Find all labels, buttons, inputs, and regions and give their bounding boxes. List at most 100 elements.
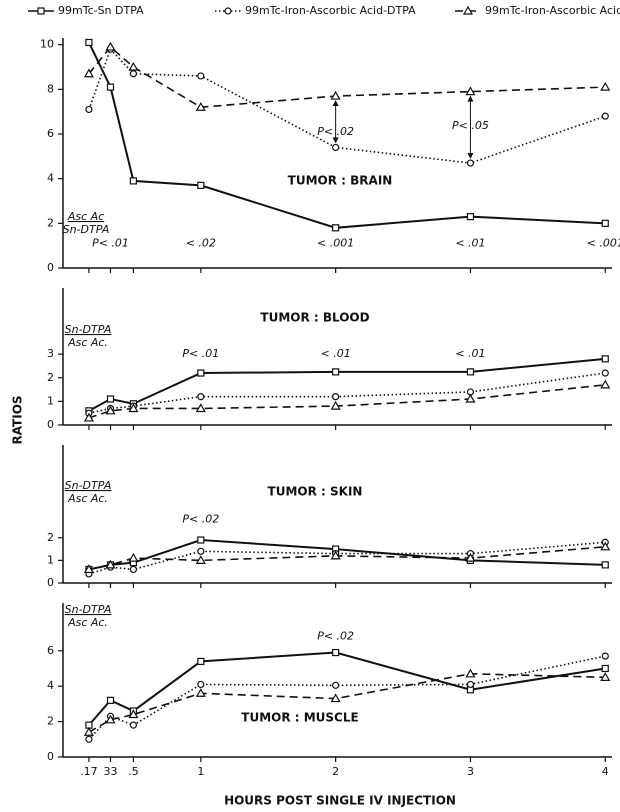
panel-title: TUMOR : MUSCLE (241, 711, 358, 725)
marker-square (332, 224, 340, 232)
y-tick-label: 1 (47, 553, 54, 566)
marker-triangle (330, 693, 341, 703)
series-line (88, 541, 606, 575)
marker-circle (601, 369, 609, 377)
marker-square (466, 213, 475, 221)
marker-square (106, 395, 115, 403)
marker-square (332, 368, 340, 376)
y-tick-label: 0 (47, 750, 54, 763)
marker-triangle (83, 68, 94, 78)
marker-triangle (195, 102, 206, 111)
marker-triangle (105, 41, 116, 51)
y-tick-label: 2 (47, 216, 54, 229)
x-tick-label: .5 (128, 765, 139, 778)
legend-marker (462, 5, 474, 15)
series-line (88, 45, 606, 109)
marker-square (601, 355, 609, 363)
marker-triangle (330, 400, 341, 410)
annotation: < .001 (317, 236, 354, 249)
series-line (88, 357, 606, 412)
marker-triangle (465, 393, 476, 403)
marker-triangle (128, 61, 139, 71)
marker-triangle (465, 668, 476, 678)
marker-triangle (195, 403, 206, 413)
annotation: P< .02 (182, 513, 219, 526)
marker-square (466, 368, 475, 376)
marker-circle (466, 159, 475, 167)
y-tick-label: 4 (47, 679, 54, 692)
y-tick-label: 2 (47, 531, 54, 544)
marker-square (197, 181, 205, 189)
arrow-head (467, 153, 474, 160)
marker-triangle (83, 727, 94, 736)
marker-square (106, 696, 115, 704)
marker-circle (332, 143, 340, 152)
ratio-denominator: Asc Ac. (67, 492, 108, 505)
marker-square (332, 648, 340, 657)
legend-marker (37, 7, 45, 15)
ratio-denominator: Sn-DTPA (63, 223, 110, 236)
marker-triangle (330, 550, 341, 560)
panel-title: TUMOR : BLOOD (260, 311, 369, 325)
marker-square (129, 177, 138, 185)
marker-circle (197, 72, 205, 80)
marker-triangle (83, 564, 94, 574)
y-tick-label: 1 (47, 394, 54, 407)
arrow-head (332, 100, 339, 107)
marker-square (197, 657, 205, 666)
x-axis-label: HOURS POST SINGLE IV INJECTION (224, 794, 456, 808)
ratio-numerator: Asc Ac (67, 210, 104, 223)
marker-triangle (330, 90, 341, 100)
series-line (88, 655, 606, 740)
marker-circle (332, 393, 340, 401)
y-tick-label: 6 (47, 644, 54, 657)
marker-circle (601, 652, 609, 660)
x-tick-label: 1 (197, 765, 204, 778)
marker-square (85, 38, 93, 47)
marker-square (601, 219, 609, 227)
marker-circle (85, 105, 93, 114)
y-tick-label: 6 (47, 127, 54, 140)
marker-circle (601, 112, 609, 120)
legend-label: 99mTc-Sn DTPA (58, 4, 144, 17)
x-tick-label: .17 (80, 765, 98, 778)
marker-circle (85, 735, 93, 743)
marker-circle (466, 680, 475, 689)
series-line (88, 539, 606, 571)
marker-triangle (105, 559, 116, 569)
marker-triangle (600, 541, 611, 551)
arrow-head (332, 137, 339, 144)
y-tick-label: 2 (47, 715, 54, 728)
marker-triangle (195, 688, 206, 697)
marker-circle (129, 565, 138, 574)
ratio-denominator: Asc Ac. (67, 336, 108, 349)
arrow-head (467, 95, 474, 102)
marker-square (197, 536, 205, 544)
panel-title: TUMOR : BRAIN (288, 174, 393, 188)
marker-square (601, 664, 609, 673)
series-line (88, 372, 606, 414)
y-axis-label: RATIOS (11, 395, 25, 444)
marker-circle (197, 547, 205, 555)
legend-label: 99mTc-Iron-Ascorbic Acid (485, 4, 620, 17)
annotation: P< .02 (317, 125, 354, 138)
marker-circle (332, 681, 340, 689)
marker-triangle (600, 379, 611, 389)
marker-circle (129, 70, 138, 78)
marker-square (601, 561, 609, 569)
annotation: P< .01 (182, 347, 219, 360)
marker-circle (129, 721, 138, 729)
marker-triangle (465, 552, 476, 562)
legend-label: 99mTc-Iron-Ascorbic Acid-DTPA (245, 4, 416, 17)
marker-square (106, 83, 115, 91)
y-tick-label: 4 (47, 172, 54, 185)
panel-title: TUMOR : SKIN (268, 485, 363, 499)
x-tick-label: 3 (467, 765, 474, 778)
marker-triangle (105, 405, 116, 415)
annotation: < .001 (587, 236, 620, 249)
y-tick-label: 0 (47, 261, 54, 274)
annotation: P< .02 (317, 630, 354, 643)
annotation: < .01 (455, 347, 485, 360)
marker-triangle (128, 403, 139, 413)
